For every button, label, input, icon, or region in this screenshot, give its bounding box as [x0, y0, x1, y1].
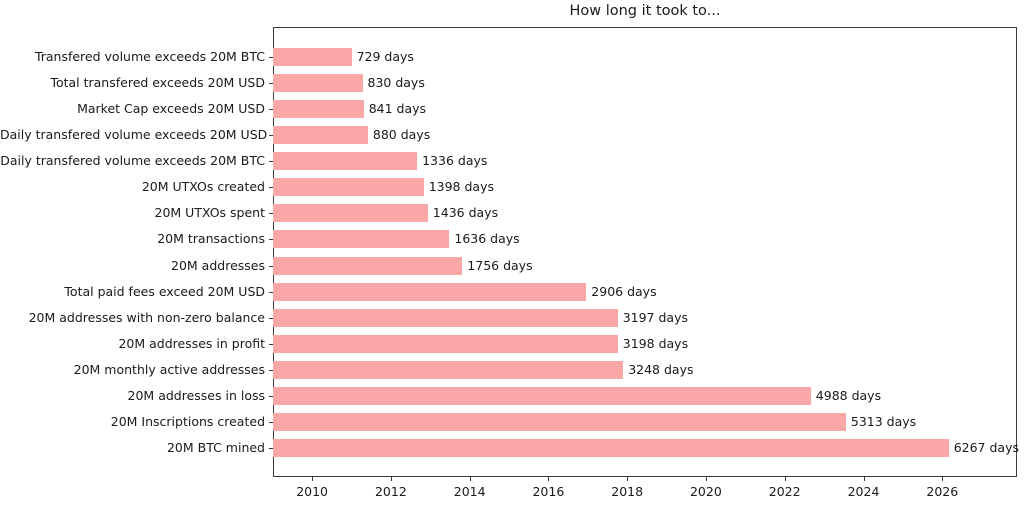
bar-value-label: 1336 days — [422, 153, 488, 169]
y-axis-category-label: 20M addresses — [171, 257, 265, 273]
bar-value-label: 1436 days — [432, 205, 499, 221]
x-tick-mark — [548, 477, 550, 481]
x-tick-label: 2018 — [611, 484, 644, 499]
y-axis-category-label: Total paid fees exceed 20M USD — [64, 283, 265, 299]
y-axis-category-label: Total transfered exceeds 20M USD — [50, 74, 265, 90]
bar-value-label: 880 days — [372, 126, 431, 142]
bar-value-label: 6267 days — [953, 440, 1019, 456]
y-tick-mark — [269, 239, 273, 240]
x-tick-label: 2020 — [689, 484, 722, 499]
bar — [273, 361, 624, 380]
y-tick-mark — [269, 292, 273, 293]
x-tick-label: 2014 — [453, 484, 486, 499]
y-tick-mark — [269, 213, 273, 214]
bar — [273, 178, 424, 197]
bar-value-label: 1756 days — [467, 257, 533, 273]
bar — [273, 308, 618, 327]
x-tick-label: 2024 — [847, 484, 880, 499]
y-axis-category-label: Daily transfered volume exceeds 20M BTC — [0, 153, 265, 169]
x-tick-mark — [705, 477, 707, 481]
y-tick-mark — [269, 57, 273, 58]
y-axis-category-label: Daily transfered volume exceeds 20M USD — [0, 126, 268, 142]
bar — [273, 387, 811, 406]
y-axis-category-label: 20M addresses in profit — [118, 335, 265, 351]
x-tick-label: 2012 — [374, 484, 407, 499]
bar-value-label: 2906 days — [591, 283, 657, 299]
bar — [273, 334, 618, 353]
y-tick-mark — [269, 266, 273, 267]
plot-area — [273, 27, 1017, 477]
bar-value-label: 3198 days — [622, 335, 689, 351]
x-tick-mark — [942, 477, 944, 481]
x-tick-mark — [469, 477, 471, 481]
bar — [273, 99, 364, 118]
bar-value-label: 729 days — [356, 48, 414, 64]
y-tick-mark — [269, 161, 273, 162]
x-tick-label: 2016 — [532, 484, 565, 499]
bar — [273, 125, 368, 144]
bar-value-label: 3197 days — [622, 309, 688, 325]
y-tick-mark — [269, 422, 273, 423]
bar — [273, 73, 363, 92]
x-tick-mark — [784, 477, 786, 481]
bar-value-label: 841 days — [368, 100, 427, 116]
y-axis-category-label: 20M UTXOs created — [141, 179, 265, 195]
y-tick-mark — [269, 187, 273, 188]
bar — [273, 204, 428, 223]
y-axis-category-label: 20M transactions — [157, 231, 265, 247]
y-axis-category-label: Transfered volume exceeds 20M BTC — [34, 48, 265, 64]
y-axis-category-label: 20M BTC mined — [166, 440, 265, 456]
x-tick-label: 2022 — [768, 484, 801, 499]
bar — [273, 152, 418, 171]
y-axis-category-label: 20M addresses in loss — [127, 388, 265, 404]
bar — [273, 282, 587, 301]
y-tick-mark — [269, 396, 273, 397]
x-tick-mark — [627, 477, 629, 481]
x-tick-mark — [312, 477, 314, 481]
bar — [273, 413, 846, 432]
bar — [273, 256, 463, 275]
bar-value-label: 1398 days — [428, 179, 494, 195]
y-tick-mark — [269, 318, 273, 319]
x-tick-mark — [390, 477, 392, 481]
y-tick-mark — [269, 344, 273, 345]
bar — [273, 47, 352, 66]
bar-value-label: 5313 days — [850, 414, 917, 430]
bar-value-label: 830 days — [367, 74, 425, 90]
bar-value-label: 4988 days — [815, 388, 882, 404]
y-tick-mark — [269, 448, 273, 449]
y-axis-category-label: 20M addresses with non-zero balance — [28, 309, 265, 325]
bar — [273, 230, 450, 249]
bar-value-label: 1636 days — [454, 231, 520, 247]
x-tick-label: 2026 — [926, 484, 959, 499]
y-tick-mark — [269, 109, 273, 110]
chart-title: How long it took to... — [569, 3, 721, 19]
y-axis-category-label: Market Cap exceeds 20M USD — [77, 100, 265, 116]
y-tick-mark — [269, 135, 273, 136]
y-tick-mark — [269, 83, 273, 84]
bar-value-label: 3248 days — [628, 362, 694, 378]
bar — [273, 439, 949, 458]
y-axis-category-label: 20M monthly active addresses — [73, 362, 265, 378]
x-tick-mark — [863, 477, 865, 481]
y-axis-category-label: 20M Inscriptions created — [110, 414, 265, 430]
x-tick-label: 2010 — [296, 484, 328, 499]
y-tick-mark — [269, 370, 273, 371]
y-axis-category-label: 20M UTXOs spent — [154, 205, 266, 221]
